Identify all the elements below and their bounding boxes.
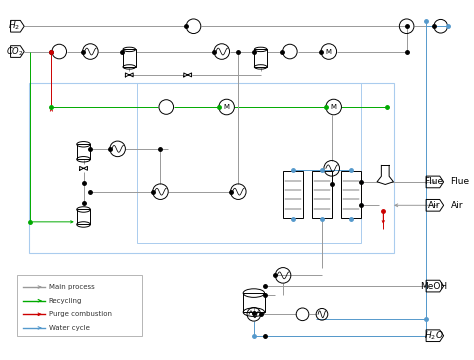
Text: MeOH: MeOH (420, 282, 447, 291)
Text: M: M (331, 104, 337, 110)
Bar (255, 49, 267, 67)
Text: $CO_2$: $CO_2$ (6, 45, 23, 58)
Text: Main process: Main process (48, 284, 94, 290)
Text: M: M (326, 49, 332, 55)
Text: Purge combustion: Purge combustion (48, 311, 111, 317)
Text: M: M (224, 104, 229, 110)
Text: Water cycle: Water cycle (48, 325, 90, 331)
Bar (77, 144, 91, 159)
Bar (312, 171, 332, 218)
Bar (341, 171, 361, 218)
Bar (77, 210, 91, 225)
Bar (137, 83, 361, 243)
Text: Flue: Flue (424, 177, 444, 186)
Text: $H_2$: $H_2$ (9, 20, 20, 32)
Bar (29, 83, 394, 253)
Text: Flue: Flue (450, 177, 470, 186)
Bar (283, 171, 302, 218)
Text: Air: Air (428, 201, 440, 210)
Bar (18, 275, 142, 336)
Text: Recycling: Recycling (48, 298, 82, 304)
Bar (243, 293, 264, 312)
Text: $H_2O$: $H_2O$ (424, 329, 444, 342)
Text: Air: Air (450, 201, 463, 210)
Bar (123, 49, 136, 67)
